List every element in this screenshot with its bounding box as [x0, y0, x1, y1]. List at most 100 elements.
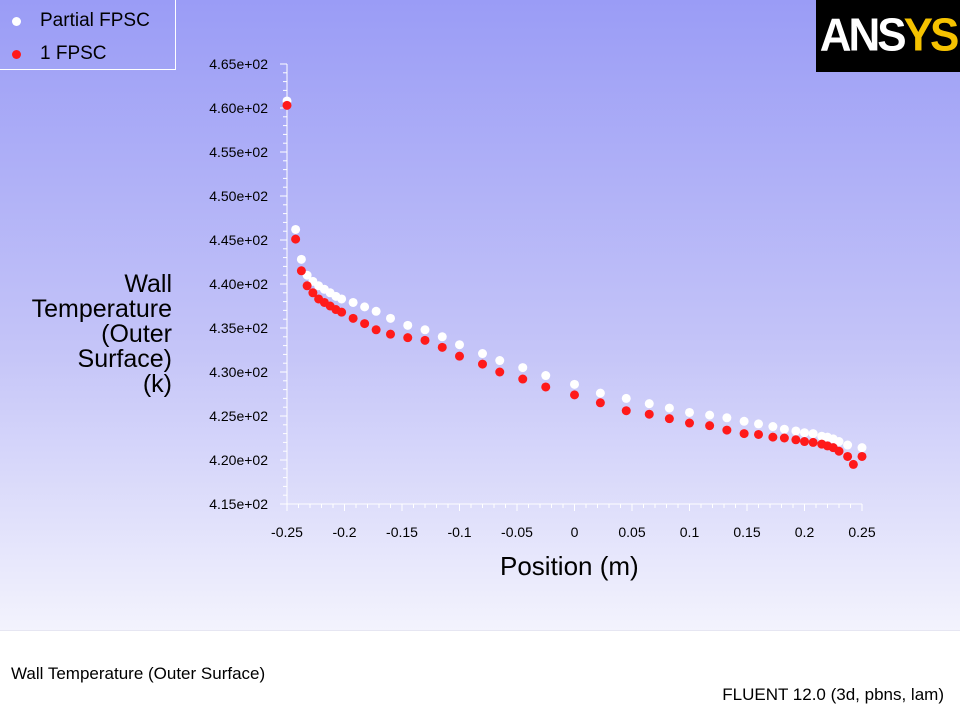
data-point-1-fpsc: [420, 335, 430, 345]
legend-label: Partial FPSC: [40, 10, 150, 31]
axes: 4.15e+02 4.20e+02 4.25e+02 4.30e+02 4.35e+02…: [209, 56, 876, 540]
data-point-partial-fpsc: [800, 428, 809, 438]
data-point-partial-fpsc: [420, 325, 430, 335]
data-point-partial-fpsc: [348, 297, 358, 307]
y-axis-label-line: Wall: [124, 270, 172, 298]
x-tick-label: -0.1: [447, 524, 471, 540]
data-point-partial-fpsc: [478, 349, 487, 359]
data-point-partial-fpsc: [518, 363, 528, 373]
data-point-partial-fpsc: [403, 320, 413, 330]
x-tick-label: 0: [571, 524, 579, 540]
x-tick-label: -0.25: [271, 524, 303, 540]
solver-version: FLUENT 12.0 (3d, pbns, lam): [722, 685, 944, 704]
data-point-1-fpsc: [644, 409, 654, 419]
data-point-1-fpsc: [739, 429, 749, 439]
plot-area: [0, 0, 960, 630]
legend-item-1-fpsc: 1 FPSC: [12, 42, 107, 66]
data-point-1-fpsc: [455, 351, 464, 361]
x-tick-label: -0.2: [332, 524, 356, 540]
data-point-partial-fpsc: [834, 437, 844, 447]
footer-title: Wall Temperature (Outer Surface): [11, 664, 266, 683]
data-point-1-fpsc: [337, 307, 347, 317]
data-point-1-fpsc: [403, 333, 413, 343]
y-tick-label: 4.45e+02: [209, 232, 268, 248]
data-point-1-fpsc: [685, 418, 694, 428]
y-tick-label: 4.15e+02: [209, 496, 268, 512]
scatter-chart: 4.15e+02 4.20e+02 4.25e+02 4.30e+02 4.35e+02…: [209, 56, 876, 540]
data-point-partial-fpsc: [495, 356, 505, 366]
data-point-partial-fpsc: [722, 413, 732, 423]
series-1-fpsc: [282, 100, 867, 469]
data-point-partial-fpsc: [455, 340, 464, 350]
x-tick-label: 0.25: [848, 524, 875, 540]
legend-label: 1 FPSC: [40, 43, 107, 64]
data-point-1-fpsc: [595, 398, 605, 408]
y-tick-label: 4.55e+02: [209, 144, 268, 160]
data-point-1-fpsc: [386, 329, 395, 339]
data-point-1-fpsc: [834, 446, 844, 456]
data-point-partial-fpsc: [779, 424, 789, 434]
data-point-partial-fpsc: [595, 388, 605, 398]
y-tick-label: 4.30e+02: [209, 364, 268, 380]
data-point-1-fpsc: [495, 367, 505, 377]
data-point-1-fpsc: [768, 432, 778, 442]
data-point-1-fpsc: [282, 100, 292, 110]
legend-marker-partial-fpsc: [12, 16, 21, 26]
legend: Partial FPSC 1 FPSC: [0, 0, 176, 70]
series: [282, 96, 867, 469]
data-point-1-fpsc: [518, 374, 528, 384]
footer-panel: Wall Temperature (Outer Surface) FLUENT …: [0, 630, 960, 720]
data-point-partial-fpsc: [685, 407, 694, 417]
y-axis-label-line: Surface): [77, 345, 172, 373]
y-axis-label: Wall Temperature (Outer Surface) (k): [32, 272, 172, 397]
data-point-1-fpsc: [437, 342, 447, 352]
data-point-partial-fpsc: [541, 371, 551, 381]
data-point-1-fpsc: [664, 414, 674, 424]
data-point-1-fpsc: [779, 433, 789, 443]
x-tick-label: 0.15: [733, 524, 760, 540]
data-point-partial-fpsc: [857, 443, 867, 453]
data-point-1-fpsc: [848, 459, 858, 469]
logo-text-main: ANS: [819, 9, 907, 62]
data-point-partial-fpsc: [791, 426, 801, 436]
y-tick-label: 4.50e+02: [209, 188, 268, 204]
y-tick-label: 4.25e+02: [209, 408, 268, 424]
data-point-1-fpsc: [541, 382, 551, 392]
data-point-partial-fpsc: [621, 393, 631, 403]
y-axis-label-line: (Outer: [101, 320, 172, 348]
data-point-partial-fpsc: [808, 429, 818, 439]
data-point-1-fpsc: [570, 390, 579, 400]
x-tick-label: 0.1: [680, 524, 700, 540]
data-point-1-fpsc: [754, 429, 763, 439]
data-point-1-fpsc: [705, 421, 715, 431]
data-point-1-fpsc: [360, 319, 370, 329]
data-point-partial-fpsc: [360, 302, 370, 312]
data-point-partial-fpsc: [296, 254, 306, 264]
data-point-1-fpsc: [800, 437, 809, 447]
y-axis-label-line: Temperature: [31, 295, 172, 323]
x-tick-label: 0.05: [618, 524, 645, 540]
y-tick-label: 4.65e+02: [209, 56, 268, 72]
data-point-partial-fpsc: [739, 416, 749, 426]
data-point-1-fpsc: [843, 451, 853, 461]
data-point-1-fpsc: [621, 406, 631, 416]
logo-text-accent: YS: [903, 9, 960, 62]
data-point-partial-fpsc: [337, 294, 347, 304]
data-point-1-fpsc: [291, 234, 301, 244]
x-tick-label: 0.2: [795, 524, 815, 540]
data-point-1-fpsc: [791, 435, 801, 445]
y-tick-label: 4.20e+02: [209, 452, 268, 468]
ansys-logo: ANSYS: [816, 0, 960, 72]
data-point-1-fpsc: [302, 281, 312, 291]
legend-marker-1-fpsc: [12, 49, 21, 59]
data-point-partial-fpsc: [664, 403, 674, 413]
y-axis-label-line: (k): [142, 370, 172, 398]
data-point-1-fpsc: [308, 288, 318, 298]
data-point-partial-fpsc: [291, 224, 301, 234]
data-point-1-fpsc: [348, 313, 358, 323]
data-point-partial-fpsc: [570, 379, 579, 389]
data-point-partial-fpsc: [754, 419, 763, 429]
logo-wordmark: ANSYS: [819, 9, 960, 63]
data-point-partial-fpsc: [371, 306, 381, 316]
x-axis-label: Position (m): [500, 551, 639, 581]
